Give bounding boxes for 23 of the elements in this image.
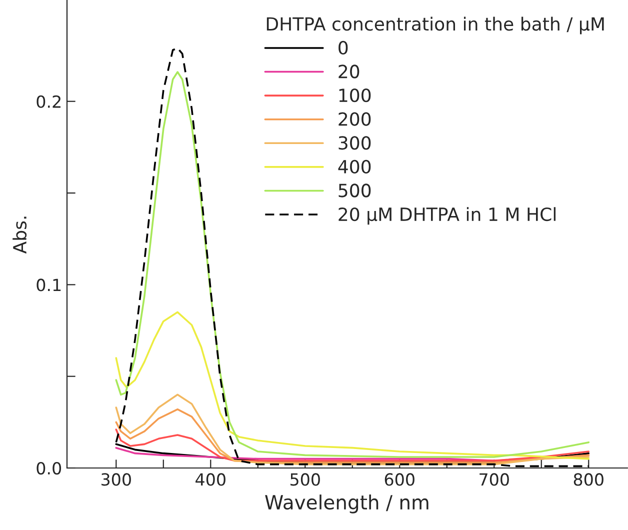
line-series <box>115 408 590 464</box>
legend-label: 0 <box>338 40 348 55</box>
x-tick-label: 500 <box>290 473 320 486</box>
x-tick-label: 800 <box>574 473 604 486</box>
x-tick-label: 700 <box>480 473 509 486</box>
legend-label: 20 μM DHTPA in 1 M HCl <box>338 207 556 225</box>
legend-title: DHTPA concentration in the bath / μM <box>266 16 604 34</box>
legend-label: 20 <box>338 64 360 78</box>
legend-label: 200 <box>338 112 371 126</box>
y-tick-label: 0.0 <box>36 462 62 475</box>
x-tick-label: 300 <box>102 473 131 486</box>
x-axis-title: Wavelength / nm <box>265 494 428 514</box>
line-series <box>115 428 590 462</box>
legend-label: 400 <box>338 160 371 174</box>
legend-label: 500 <box>338 184 371 198</box>
line-series <box>115 311 590 460</box>
y-tick-label: 0.2 <box>36 95 60 108</box>
x-tick-label: 600 <box>384 473 414 486</box>
legend-label: 300 <box>338 136 371 150</box>
y-axis-title: Abs. <box>12 216 27 254</box>
legend-label: 100 <box>339 88 371 102</box>
x-tick-label: 400 <box>196 473 226 486</box>
y-tick-label: 0.1 <box>36 278 61 292</box>
